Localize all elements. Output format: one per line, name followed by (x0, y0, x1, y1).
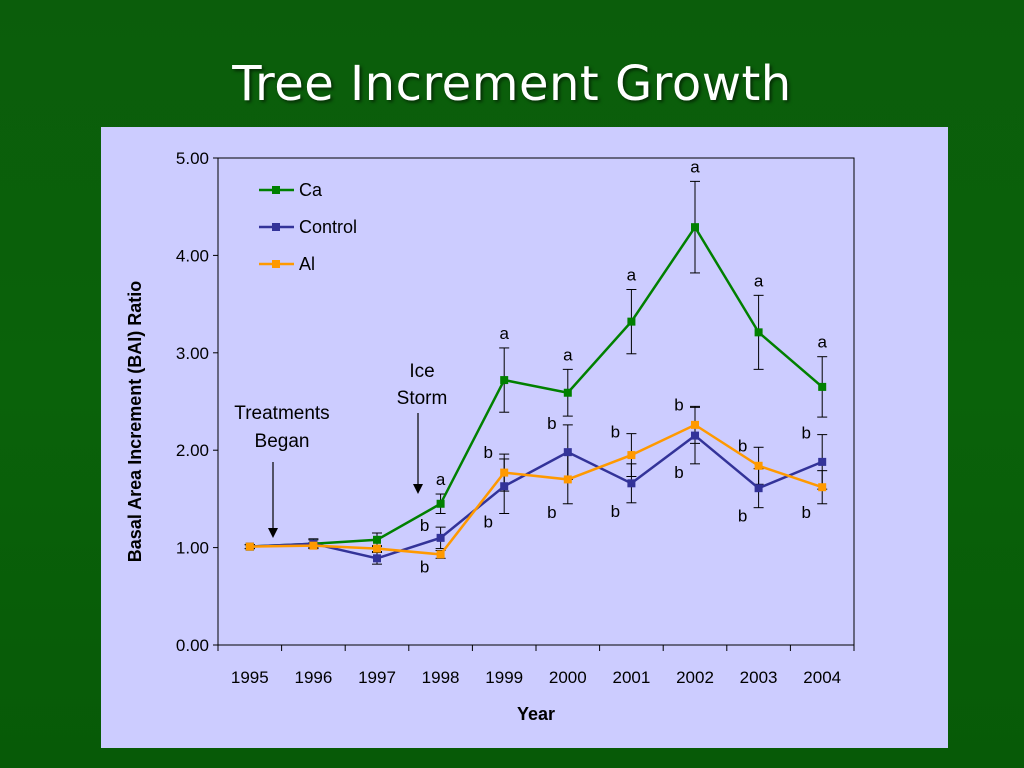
significance-label: b (801, 503, 810, 522)
x-tick-label: 1997 (358, 668, 396, 687)
x-tick-label: 2003 (740, 668, 778, 687)
data-point-al (309, 541, 318, 550)
legend-marker (272, 260, 280, 268)
data-point-control (691, 431, 699, 440)
x-tick-label: 2001 (612, 668, 650, 687)
data-point-ca (754, 328, 763, 337)
data-point-ca (627, 317, 636, 326)
significance-label: b (738, 436, 747, 455)
annotation-treatments-line1: Treatments (234, 403, 329, 424)
significance-label: b (547, 503, 556, 522)
significance-label: b (420, 516, 429, 535)
annotation-arrow-head (413, 484, 423, 494)
y-tick-label: 1.00 (176, 539, 209, 558)
annotation-ice-storm-line2: Storm (397, 388, 448, 409)
x-tick-label: 2004 (803, 668, 841, 687)
series-line-ca (249, 224, 824, 548)
data-point-ca (500, 376, 509, 385)
significance-label: b (420, 557, 429, 576)
significance-label: a (754, 271, 764, 290)
significance-label: b (483, 513, 492, 532)
x-tick-label: 1995 (231, 668, 269, 687)
y-tick-label: 2.00 (176, 441, 209, 460)
y-tick-label: 3.00 (176, 344, 209, 363)
data-point-al (563, 475, 572, 484)
data-point-control (818, 457, 827, 466)
data-point-ca (563, 388, 572, 397)
data-point-al (691, 420, 699, 429)
data-point-control (436, 533, 445, 542)
data-point-al (373, 544, 381, 553)
chart-panel: 0.00 1.00 2.00 3.00 4.00 5.00 1995 1996 1997 1998… (101, 127, 948, 748)
data-point-ca (818, 382, 827, 391)
significance-label: a (627, 265, 637, 284)
data-point-ca (436, 499, 445, 508)
data-point-ca (691, 223, 699, 232)
y-tick-label: 0.00 (176, 636, 209, 655)
data-point-al (436, 550, 445, 559)
data-point-ca (373, 535, 381, 544)
legend-label: Control (299, 217, 357, 237)
significance-label: a (690, 157, 700, 176)
data-point-control (563, 448, 572, 457)
data-point-control (754, 484, 763, 493)
annotation-ice-storm-line1: Ice (409, 361, 434, 382)
data-point-al (500, 468, 509, 477)
series-line-al (249, 423, 823, 556)
significance-label: a (499, 324, 509, 343)
series-line-control (249, 433, 823, 560)
data-point-al (754, 461, 763, 470)
legend-label: Al (299, 254, 315, 274)
slide-title: Tree Increment Growth (232, 56, 792, 112)
significance-label: b (483, 443, 492, 462)
significance-label: b (674, 463, 683, 482)
significance-label: a (563, 345, 573, 364)
x-tick-label: 2000 (549, 668, 587, 687)
data-point-control (500, 482, 509, 491)
significance-label: b (547, 414, 556, 433)
x-tick-label: 1998 (422, 668, 460, 687)
legend-marker (272, 186, 280, 194)
annotation-arrow-head (268, 528, 278, 538)
y-axis-title: Basal Area Increment (BAI) Ratio (125, 281, 145, 562)
x-tick-label: 2002 (676, 668, 714, 687)
data-point-al (627, 451, 636, 460)
significance-label: a (436, 470, 446, 489)
significance-label: b (801, 424, 810, 443)
bai-ratio-line-chart: 0.00 1.00 2.00 3.00 4.00 5.00 1995 1996 1997 1998… (125, 149, 855, 724)
data-point-control (373, 554, 381, 563)
legend-label: Ca (299, 180, 323, 200)
data-point-control (627, 479, 636, 488)
legend-marker (272, 223, 280, 231)
annotation-treatments-line2: Began (255, 431, 310, 452)
significance-label: b (738, 507, 747, 526)
x-axis-title: Year (517, 704, 555, 724)
significance-label: a (817, 333, 827, 352)
data-point-al (245, 542, 254, 551)
x-tick-label: 1996 (294, 668, 332, 687)
significance-label: b (611, 423, 620, 442)
significance-label: b (611, 502, 620, 521)
significance-label: b (674, 395, 683, 414)
y-tick-label: 4.00 (176, 246, 209, 265)
data-point-al (818, 483, 827, 492)
x-tick-label: 1999 (485, 668, 523, 687)
y-tick-label: 5.00 (176, 149, 209, 168)
